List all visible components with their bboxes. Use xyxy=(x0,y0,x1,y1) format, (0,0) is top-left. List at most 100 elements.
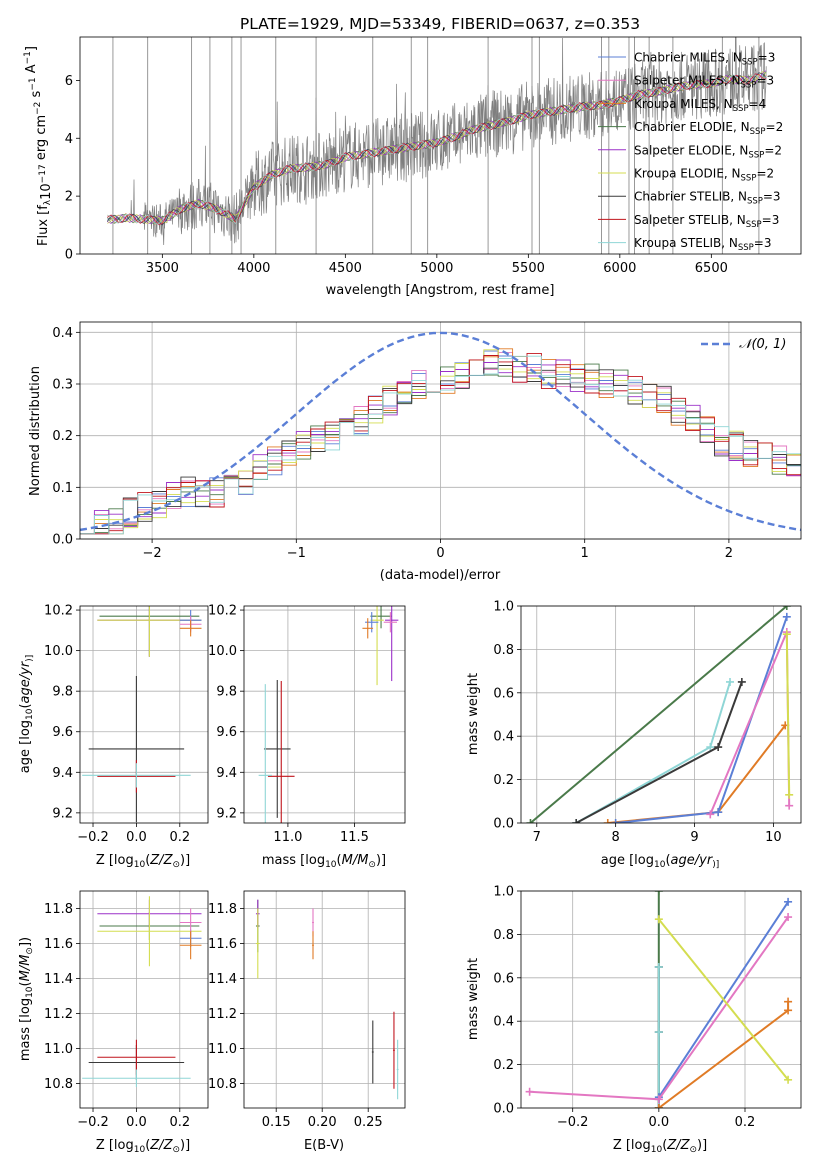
weight-series-line xyxy=(529,606,788,823)
y-tick-label: 0.2 xyxy=(52,429,73,444)
weight-point-marker xyxy=(603,819,612,823)
model-spectrum-line xyxy=(107,72,767,226)
axes-frame xyxy=(243,890,406,1109)
x-tick-label: 0.20 xyxy=(308,1115,337,1130)
x-axis-label: Z [log10(Z/Z⊙)] xyxy=(96,853,190,870)
plot-area xyxy=(525,891,793,1108)
x-tick-label: 0.2 xyxy=(169,830,190,845)
y-tick-label: 9.8 xyxy=(216,685,237,700)
y-tick-label: 0.2 xyxy=(493,1058,514,1073)
y-tick-label: 0.8 xyxy=(493,928,514,943)
mass-vs-ebv-panel: 0.15 0.20 0.25 10.8 11.0 11.2 11.4 11.6 11.8 E(B-… xyxy=(208,890,406,1153)
y-axis-label: Normed distribution xyxy=(28,366,43,496)
x-axis-label: wavelength [Angstrom, rest frame] xyxy=(326,283,555,298)
x-tick-label: 8 xyxy=(612,830,620,845)
y-tick-label: 9.8 xyxy=(52,685,73,700)
normal-legend-label: 𝒩(0, 1) xyxy=(739,337,786,352)
weight-point-marker xyxy=(572,819,581,823)
weight-point-marker xyxy=(785,801,794,810)
y-tick-label: 9.4 xyxy=(216,766,237,781)
weight-point-marker xyxy=(782,630,791,639)
y-tick-label: 0.0 xyxy=(52,533,73,548)
legend-label: Chabrier ELODIE, NSSP=2 xyxy=(634,120,783,137)
y-tick-label: 1.0 xyxy=(493,885,514,900)
y-axis-label: mass weight xyxy=(466,958,481,1040)
x-tick-label: 0.25 xyxy=(354,1115,383,1130)
y-tick-label: 0.4 xyxy=(52,326,73,341)
legend-label: Salpeter STELIB, NSSP=3 xyxy=(634,213,779,230)
y-tick-label: 0.6 xyxy=(493,971,514,986)
y-tick-label: 11.4 xyxy=(208,972,237,987)
plot-area xyxy=(255,899,399,1100)
y-tick-label: 11.8 xyxy=(208,902,237,917)
y-tick-label: 10.2 xyxy=(208,604,237,619)
x-tick-label: 0.0 xyxy=(126,1115,147,1130)
mass-vs-metallicity-panel: −0.2 0.0 0.2 10.8 11.0 11.2 11.4 11.6 11.8 Z [log… xyxy=(18,890,209,1155)
weight-point-marker xyxy=(654,891,663,895)
y-tick-label: 9.2 xyxy=(216,806,237,821)
model-spectrum-line xyxy=(107,71,767,225)
x-tick-label: 0.0 xyxy=(649,1115,670,1130)
y-tick-label: 10.0 xyxy=(44,644,73,659)
x-axis-label: mass [log10(M/M⊙)] xyxy=(262,853,386,870)
x-axis-label: (data-model)/error xyxy=(380,568,501,583)
axes-frame xyxy=(79,36,802,255)
weight-point-marker xyxy=(526,819,535,823)
weight-point-marker xyxy=(706,743,715,752)
weight-point-marker xyxy=(784,1075,793,1084)
x-tick-label: 6500 xyxy=(695,261,728,276)
weight-point-marker xyxy=(714,743,723,752)
model-spectrum-line xyxy=(107,74,767,225)
y-axis-label: Flux [fλ10−17 erg cm−2 s−1 A−1] xyxy=(23,46,54,246)
y-axis-label: mass weight xyxy=(466,673,481,755)
y-tick-label: 11.6 xyxy=(208,937,237,952)
y-tick-label: 0.4 xyxy=(493,1015,514,1030)
y-axis-label: mass [log10(M/M⊙]) xyxy=(18,937,35,1061)
y-axis-label: age [log10(age/yr)] xyxy=(18,655,35,773)
x-tick-label: 4000 xyxy=(237,261,270,276)
y-tick-label: 9.2 xyxy=(52,806,73,821)
y-tick-label: 11.6 xyxy=(44,937,73,952)
histogram-step-line xyxy=(80,359,801,535)
x-axis-label: Z [log10(Z/Z⊙)] xyxy=(613,1138,707,1155)
x-axis-label: Z [log10(Z/Z⊙)] xyxy=(96,1138,190,1155)
axes-frame xyxy=(79,321,802,540)
weight-point-marker xyxy=(782,612,791,621)
weight-point-marker xyxy=(784,897,793,906)
y-tick-label: 0 xyxy=(65,248,73,263)
spectrum-legend: Chabrier MILES, NSSP=3 Salpeter MILES, NS… xyxy=(598,51,783,253)
weight-point-marker xyxy=(784,997,793,1006)
x-axis-label: age [log10(age/yr)] xyxy=(601,853,719,870)
legend-label: Salpeter MILES, NSSP=3 xyxy=(634,74,774,91)
y-tick-label: 11.0 xyxy=(44,1042,73,1057)
plot-area xyxy=(258,606,399,823)
y-tick-label: 9.6 xyxy=(52,725,73,740)
y-tick-label: 10.8 xyxy=(44,1077,73,1092)
weight-point-marker xyxy=(525,1087,534,1096)
x-tick-label: 5500 xyxy=(512,261,545,276)
plot-area xyxy=(107,37,767,254)
y-tick-label: 0.3 xyxy=(52,378,73,393)
x-tick-label: 7 xyxy=(533,830,541,845)
weight-point-marker xyxy=(785,790,794,799)
x-tick-label: 0.2 xyxy=(169,1115,190,1130)
y-tick-label: 0.1 xyxy=(52,481,73,496)
y-tick-label: 10.2 xyxy=(44,604,73,619)
weight-point-marker xyxy=(654,1028,663,1037)
x-tick-label: 9 xyxy=(690,830,698,845)
y-tick-label: 6 xyxy=(65,74,73,89)
y-tick-label: 11.2 xyxy=(208,1007,237,1022)
spectrum-panel: 3500 4000 4500 5000 5500 6000 6500 0 2 4 6 waveleng… xyxy=(23,36,802,298)
x-tick-label: 0 xyxy=(436,546,444,561)
spectrum-data-line xyxy=(107,37,767,246)
axes-frame xyxy=(520,890,802,1109)
legend-label: Kroupa ELODIE, NSSP=2 xyxy=(634,167,774,184)
weight-point-marker xyxy=(654,962,663,971)
x-tick-label: −1 xyxy=(287,546,306,561)
y-tick-label: 11.4 xyxy=(44,972,73,987)
weight-point-marker xyxy=(706,810,715,819)
y-tick-label: 11.8 xyxy=(44,902,73,917)
axes-frame xyxy=(79,890,209,1109)
weight-point-marker xyxy=(654,915,663,924)
